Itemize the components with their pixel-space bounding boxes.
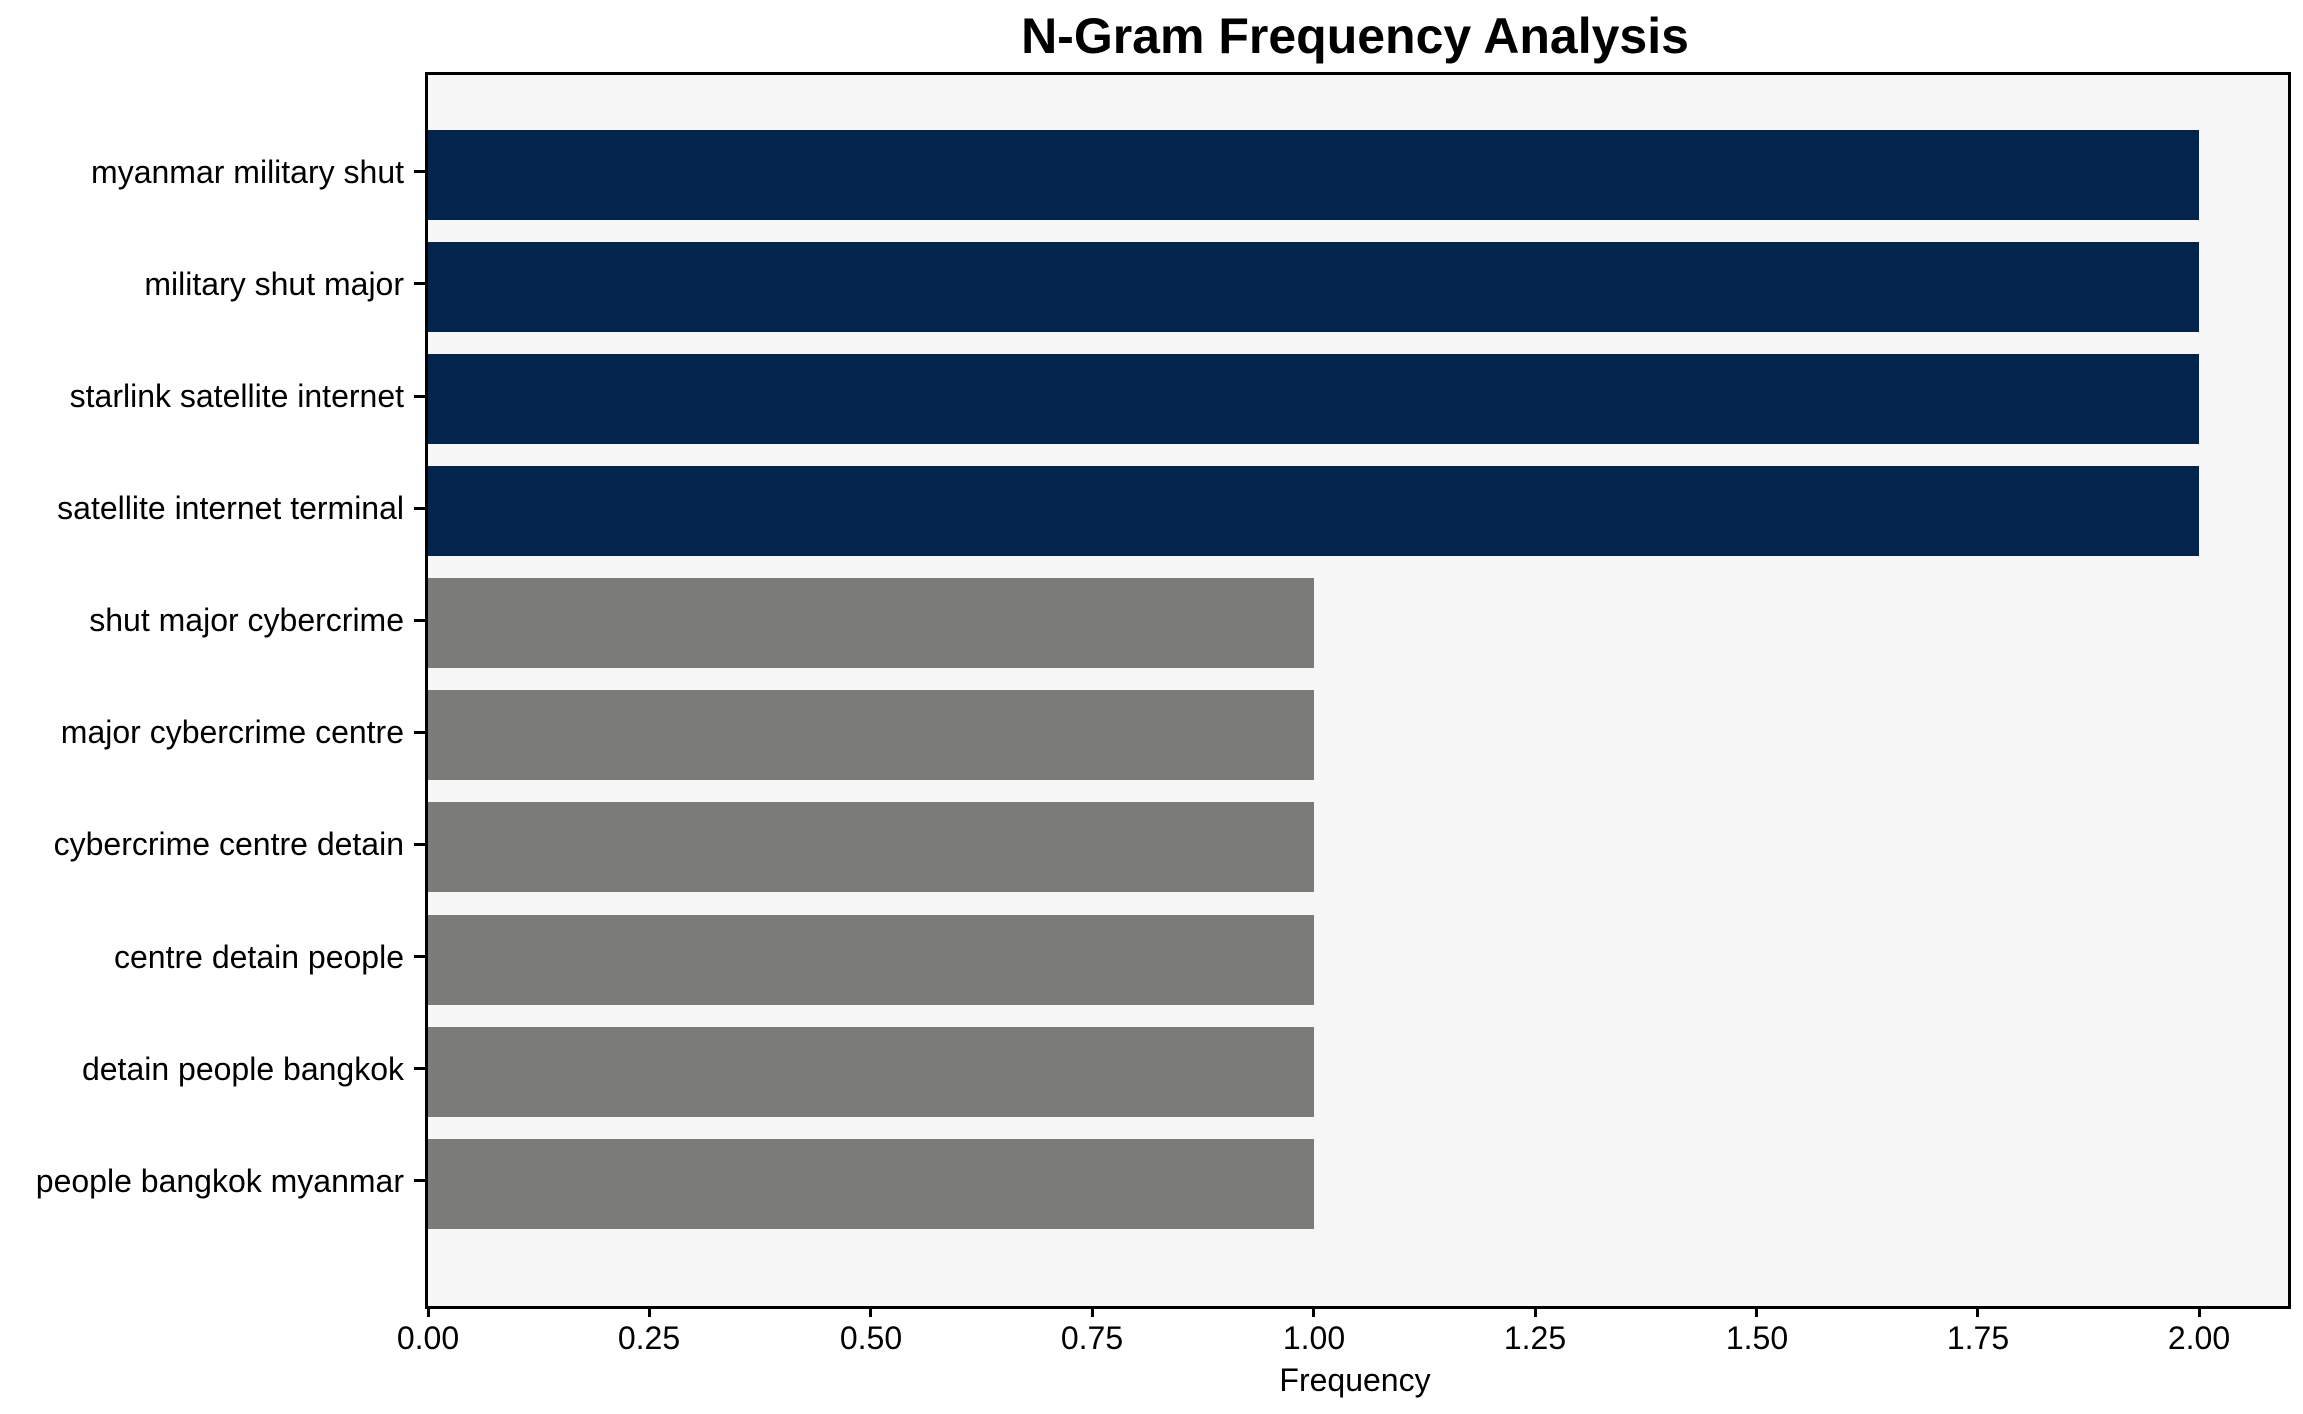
x-tick-label: 1.75 [1946,1320,2010,1356]
y-tick-mark [414,843,425,846]
x-tick-label: 0.75 [1060,1320,1124,1356]
bar [428,690,1314,780]
bar [428,1027,1314,1117]
x-tick-label: 0.25 [617,1320,681,1356]
y-tick-mark [414,170,425,173]
bar [428,466,2199,556]
y-tick-mark [414,282,425,285]
x-tick-label: 1.00 [1282,1320,1346,1356]
x-tick-mark [1534,1306,1537,1317]
y-tick-mark [414,395,425,398]
bar [428,130,2199,220]
bar [428,802,1314,892]
y-tick-label: detain people bangkok [81,1051,404,1087]
x-tick-label: 0.50 [839,1320,903,1356]
y-tick-mark [414,1067,425,1070]
y-tick-mark [414,507,425,510]
x-tick-mark [1312,1306,1315,1317]
y-tick-mark [414,731,425,734]
x-tick-mark [869,1306,872,1317]
bar [428,915,1314,1005]
chart-title: N-Gram Frequency Analysis [1021,8,1689,64]
y-tick-mark [414,955,425,958]
y-tick-mark [414,1179,425,1182]
x-axis-title: Frequency [1279,1362,1431,1398]
bar [428,242,2199,332]
bar [428,578,1314,668]
plot-area [425,72,2291,1309]
x-tick-mark [648,1306,651,1317]
x-tick-mark [1091,1306,1094,1317]
y-tick-mark [414,619,425,622]
x-tick-mark [1976,1306,1979,1317]
bar [428,354,2199,444]
x-tick-mark [427,1306,430,1317]
y-tick-label: major cybercrime centre [60,714,404,750]
x-tick-label: 1.25 [1503,1320,1567,1356]
x-tick-mark [2198,1306,2201,1317]
y-tick-label: military shut major [144,266,404,302]
y-tick-label: myanmar military shut [91,154,404,190]
y-tick-label: starlink satellite internet [69,378,404,414]
x-tick-label: 1.50 [1725,1320,1789,1356]
x-tick-label: 0.00 [396,1320,460,1356]
y-tick-label: centre detain people [114,939,404,975]
x-tick-mark [1755,1306,1758,1317]
x-tick-label: 2.00 [2167,1320,2231,1356]
bar [428,1139,1314,1229]
y-tick-label: cybercrime centre detain [53,826,404,862]
y-tick-label: satellite internet terminal [57,490,404,526]
y-tick-label: shut major cybercrime [89,602,404,638]
y-tick-label: people bangkok myanmar [35,1163,404,1199]
